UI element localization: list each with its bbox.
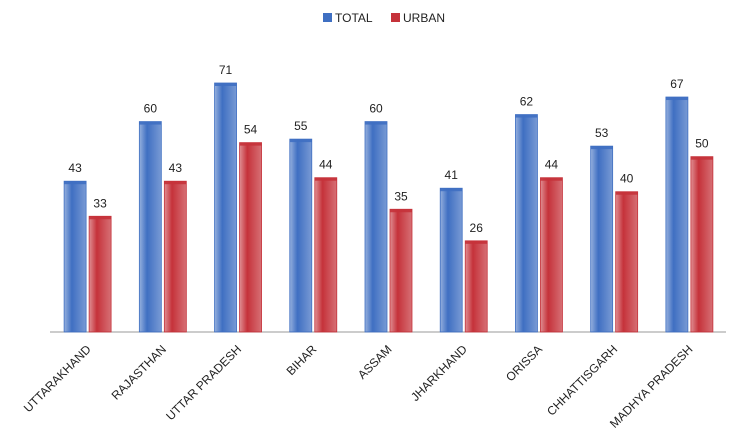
value-label: 44	[545, 158, 559, 172]
bar	[214, 82, 237, 333]
bar-top	[214, 83, 237, 86]
bar	[590, 145, 614, 333]
value-label: 50	[695, 137, 709, 151]
bar	[88, 215, 112, 333]
value-label: 41	[445, 168, 459, 182]
bar	[439, 187, 463, 333]
bar	[615, 191, 639, 333]
value-label: 33	[93, 196, 107, 210]
legend-label: URBAN	[403, 11, 445, 25]
bar	[540, 177, 563, 333]
bar-top	[164, 181, 187, 185]
value-label: 60	[144, 102, 158, 116]
bar-top	[665, 97, 688, 101]
bar	[289, 138, 313, 333]
bar-top	[64, 181, 87, 185]
value-label: 71	[219, 63, 233, 77]
x-tick-label: ASSAM	[355, 342, 395, 382]
legend-swatch	[391, 13, 400, 22]
legend-swatch	[323, 13, 332, 22]
bar-top	[590, 146, 613, 150]
value-label: 67	[670, 77, 684, 91]
x-tick-label: BIHAR	[284, 342, 320, 378]
value-label: 54	[244, 123, 258, 137]
bar	[515, 114, 538, 333]
value-label: 40	[620, 172, 634, 186]
value-label: 53	[595, 126, 609, 140]
bar-top	[390, 209, 412, 213]
bar	[464, 240, 488, 333]
bar	[389, 208, 413, 333]
bar-top	[615, 191, 638, 195]
value-label: 55	[294, 119, 308, 133]
x-tick-label: MADHYA PRADESH	[607, 342, 695, 430]
bar	[314, 177, 338, 333]
bar	[163, 180, 187, 333]
bar-top	[239, 142, 262, 146]
bar	[364, 121, 388, 333]
value-label: 35	[394, 189, 408, 203]
bar	[138, 121, 162, 333]
bar-top	[314, 177, 337, 181]
bar-top	[440, 188, 463, 192]
bar	[665, 96, 689, 333]
bar	[63, 180, 87, 333]
value-label: 60	[369, 102, 383, 116]
bar-top	[89, 216, 112, 220]
bar	[690, 156, 714, 333]
bar-top	[365, 121, 387, 125]
x-tick-label: RAJASTHAN	[109, 342, 169, 402]
legend-label: TOTAL	[335, 11, 373, 25]
bar	[239, 142, 262, 333]
value-label: 26	[470, 221, 484, 235]
value-label: 43	[169, 161, 183, 175]
value-label: 62	[520, 95, 534, 109]
bar-top	[515, 114, 538, 118]
x-tick-label: UTTAR PRADESH	[163, 342, 244, 423]
bar-top	[690, 156, 713, 160]
x-tick-label: CHHATTISGARH	[544, 342, 620, 418]
value-label: 43	[68, 161, 82, 175]
value-label: 44	[319, 158, 333, 172]
bar-top	[540, 177, 563, 181]
bar-top	[139, 121, 162, 125]
x-tick-label: ORISSA	[503, 342, 545, 384]
x-tick-label: JHARKHAND	[408, 342, 470, 404]
bar-top	[289, 139, 312, 143]
x-tick-label: UTTARAKHAND	[21, 342, 94, 415]
bar-top	[465, 240, 488, 244]
